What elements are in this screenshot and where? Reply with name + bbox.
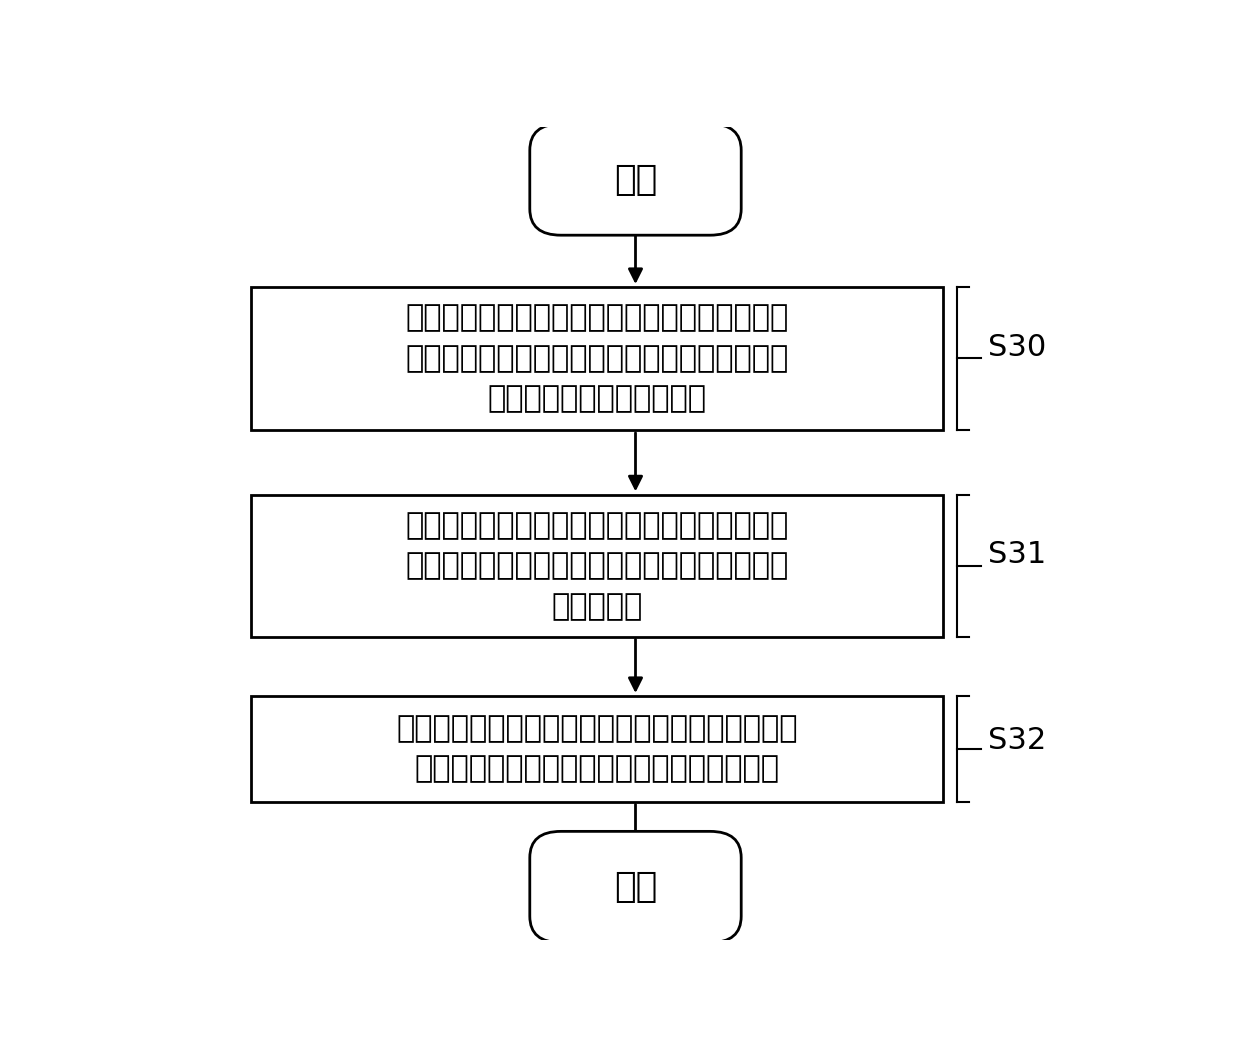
FancyBboxPatch shape <box>250 494 944 637</box>
Text: 将第一故障录波数据和第二故障录波数据进行预
插值处理，以使第一故障录波数据和第二故障录
波数据具有相同的采样间隔: 将第一故障录波数据和第二故障录波数据进行预 插值处理，以使第一故障录波数据和第二… <box>405 303 789 414</box>
Text: S31: S31 <box>988 540 1047 569</box>
Text: 开始: 开始 <box>614 163 657 196</box>
Text: 以第一故障发生时刻和第二故障发生时刻为基准，
预对齐第一故障录波数据和第二故障录波数据: 以第一故障发生时刻和第二故障发生时刻为基准， 预对齐第一故障录波数据和第二故障录… <box>397 714 797 784</box>
FancyBboxPatch shape <box>250 287 944 430</box>
FancyBboxPatch shape <box>529 831 742 943</box>
Text: 检测第一故障录波数据和第二故障录波数据以获
得第一端的第一故障发生时刻和第二端的第二故
障发生时刻: 检测第一故障录波数据和第二故障录波数据以获 得第一端的第一故障发生时刻和第二端的… <box>405 511 789 621</box>
FancyBboxPatch shape <box>529 124 742 235</box>
FancyBboxPatch shape <box>250 696 944 802</box>
Text: S32: S32 <box>988 725 1047 755</box>
Text: S30: S30 <box>988 333 1047 361</box>
Text: 结束: 结束 <box>614 870 657 904</box>
